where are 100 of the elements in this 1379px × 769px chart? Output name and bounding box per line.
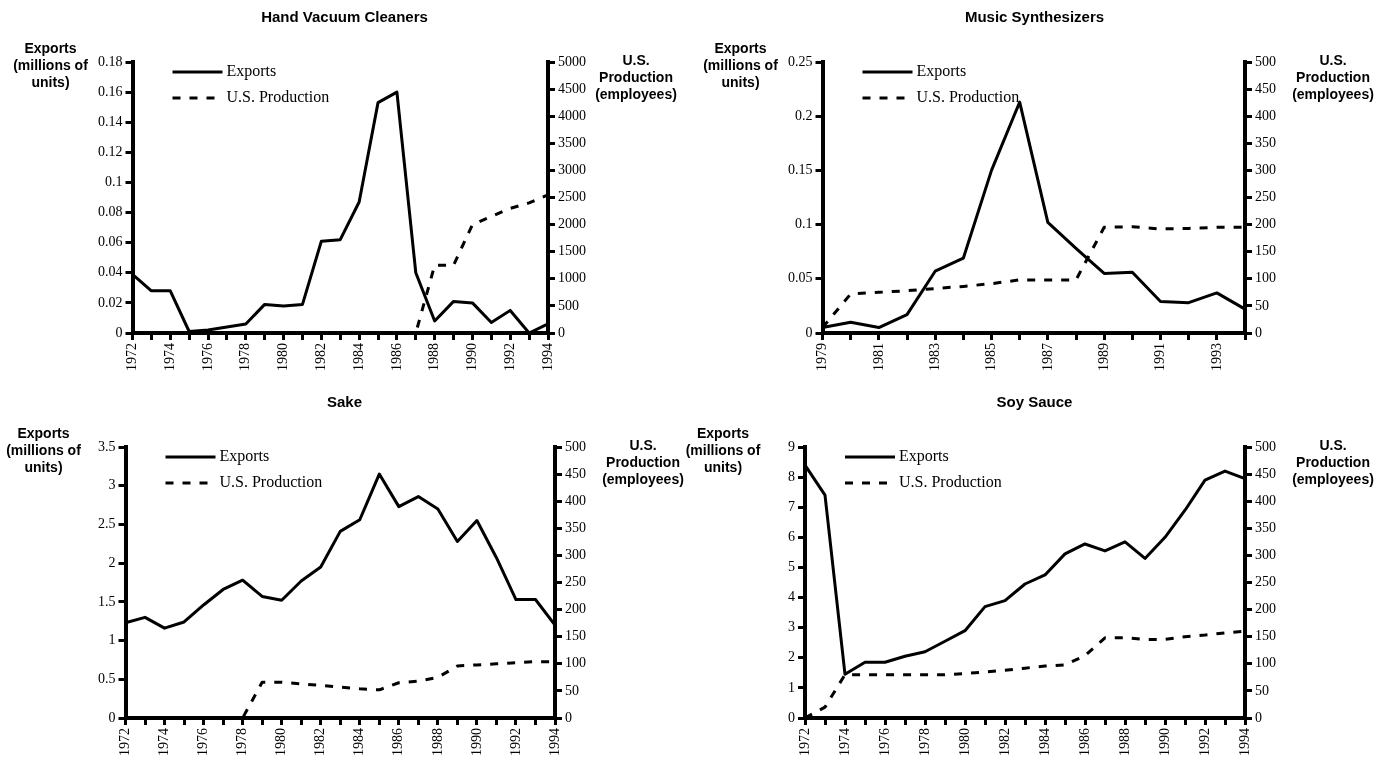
y-tick-label: 1 bbox=[108, 632, 116, 648]
x-tick-label: 1986 bbox=[390, 728, 406, 756]
y-tick-label: 2 bbox=[108, 554, 116, 570]
y-tick-label: 5 bbox=[788, 559, 795, 575]
y2-tick-label: 1000 bbox=[558, 270, 586, 286]
y2-tick-label: 5000 bbox=[558, 53, 586, 69]
chart-title: Sake bbox=[325, 393, 363, 410]
x-tick-label: 1984 bbox=[351, 728, 367, 756]
y-tick-label: 0.15 bbox=[788, 162, 813, 178]
y-tick-label: 3.5 bbox=[98, 438, 116, 454]
x-tick-label: 1980 bbox=[275, 343, 291, 371]
y-tick-label: 0.08 bbox=[98, 204, 123, 220]
y2-tick-label: 250 bbox=[565, 574, 586, 590]
y2-tick-label: 500 bbox=[1255, 53, 1276, 69]
legend-label: Exports bbox=[219, 447, 270, 466]
y-tick-label: 0.25 bbox=[788, 53, 813, 69]
y2-tick-label: 200 bbox=[565, 601, 586, 617]
y-tick-label: 6 bbox=[788, 529, 795, 545]
x-tick-label: 1988 bbox=[429, 728, 445, 756]
y-tick-label: 0.1 bbox=[105, 174, 123, 190]
y-tick-label: 0 bbox=[788, 709, 795, 725]
x-tick-label: 1992 bbox=[501, 343, 517, 371]
y-tick-label: 1.5 bbox=[98, 593, 116, 609]
y2-tick-label: 2000 bbox=[558, 216, 586, 232]
x-tick-label: 1974 bbox=[156, 728, 172, 756]
y2-tick-label: 250 bbox=[1255, 189, 1276, 205]
x-tick-label: 1979 bbox=[814, 343, 830, 371]
y2-tick-label: 400 bbox=[1255, 492, 1276, 508]
legend-label: Exports bbox=[899, 447, 949, 466]
y2-tick-label: 100 bbox=[565, 655, 586, 671]
legend-label: Exports bbox=[916, 62, 967, 81]
y2-axis-title: U.S. Production (employees) bbox=[1291, 52, 1375, 103]
x-tick-label: 1984 bbox=[350, 343, 366, 371]
y2-tick-label: 500 bbox=[558, 297, 579, 313]
y-tick-label: 0.2 bbox=[795, 107, 813, 123]
y2-tick-label: 450 bbox=[1255, 465, 1276, 481]
x-tick-label: 1982 bbox=[996, 728, 1012, 756]
y2-tick-label: 300 bbox=[565, 547, 586, 563]
chart-title: Hand Vacuum Cleaners bbox=[260, 8, 429, 25]
y2-tick-label: 350 bbox=[1255, 134, 1276, 150]
x-tick-label: 1972 bbox=[124, 343, 140, 371]
y-tick-label: 0.04 bbox=[98, 264, 123, 280]
legend-label: U.S. Production bbox=[899, 473, 1002, 491]
y2-axis-title: U.S. Production (employees) bbox=[594, 52, 678, 103]
y-tick-label: 3 bbox=[788, 619, 795, 635]
y2-tick-label: 0 bbox=[558, 324, 565, 340]
y2-tick-label: 300 bbox=[1255, 547, 1276, 563]
x-tick-label: 1981 bbox=[870, 343, 886, 371]
y2-tick-label: 150 bbox=[565, 628, 586, 644]
y2-tick-label: 100 bbox=[1255, 655, 1276, 671]
x-tick-label: 1986 bbox=[1076, 728, 1092, 756]
x-tick-label: 1989 bbox=[1095, 343, 1111, 371]
y-tick-label: 0.02 bbox=[98, 294, 123, 310]
y2-tick-label: 350 bbox=[565, 519, 586, 535]
y2-tick-label: 150 bbox=[1255, 628, 1276, 644]
x-tick-label: 1978 bbox=[237, 343, 253, 371]
y-axis-title: Exports (millions of units) bbox=[5, 425, 82, 476]
y2-tick-label: 1500 bbox=[558, 243, 586, 259]
legend-label: U.S. Production bbox=[219, 473, 323, 491]
x-tick-label: 1990 bbox=[464, 343, 480, 371]
y-tick-label: 0.06 bbox=[98, 234, 123, 250]
y2-tick-label: 200 bbox=[1255, 216, 1276, 232]
y2-tick-label: 0 bbox=[565, 709, 572, 725]
x-tick-label: 1991 bbox=[1152, 343, 1168, 371]
x-tick-label: 1992 bbox=[507, 728, 523, 756]
y2-tick-label: 4500 bbox=[558, 80, 586, 96]
x-tick-label: 1978 bbox=[916, 728, 932, 756]
y2-tick-label: 200 bbox=[1255, 601, 1276, 617]
legend-label: Exports bbox=[226, 62, 277, 81]
y2-tick-label: 300 bbox=[1255, 162, 1276, 178]
y2-tick-label: 4000 bbox=[558, 107, 586, 123]
y-tick-label: 4 bbox=[788, 589, 795, 605]
x-tick-label: 1993 bbox=[1208, 343, 1224, 371]
x-tick-label: 1992 bbox=[1196, 728, 1212, 756]
x-tick-label: 1985 bbox=[983, 343, 999, 371]
y-tick-label: 1 bbox=[788, 679, 795, 695]
y2-tick-label: 400 bbox=[565, 492, 586, 508]
y-tick-label: 0 bbox=[108, 709, 116, 725]
y-tick-label: 8 bbox=[788, 468, 795, 484]
y-axis-title: Exports (millions of units) bbox=[684, 425, 762, 476]
y2-axis-title: U.S. Production (employees) bbox=[602, 437, 684, 487]
y-tick-label: 7 bbox=[788, 498, 795, 514]
x-tick-label: 1972 bbox=[117, 728, 133, 756]
x-tick-label: 1983 bbox=[926, 343, 942, 371]
y2-tick-label: 3500 bbox=[558, 134, 586, 150]
y2-tick-label: 400 bbox=[1255, 107, 1276, 123]
y-tick-label: 0.12 bbox=[98, 144, 123, 160]
y2-tick-label: 3000 bbox=[558, 162, 586, 178]
y-tick-label: 0 bbox=[805, 324, 813, 340]
y-tick-label: 2 bbox=[788, 649, 795, 665]
y-tick-label: 0.5 bbox=[98, 670, 116, 686]
x-tick-label: 1986 bbox=[388, 343, 404, 371]
y-axis-title: Exports (millions of units) bbox=[12, 40, 89, 91]
y-tick-label: 0.14 bbox=[98, 113, 123, 129]
y-tick-label: 3 bbox=[108, 477, 116, 493]
y-tick-label: 0.05 bbox=[788, 270, 813, 286]
y2-tick-label: 0 bbox=[1255, 709, 1262, 725]
y2-tick-label: 100 bbox=[1255, 270, 1276, 286]
x-tick-label: 1994 bbox=[546, 728, 562, 756]
y2-tick-label: 450 bbox=[1255, 80, 1276, 96]
